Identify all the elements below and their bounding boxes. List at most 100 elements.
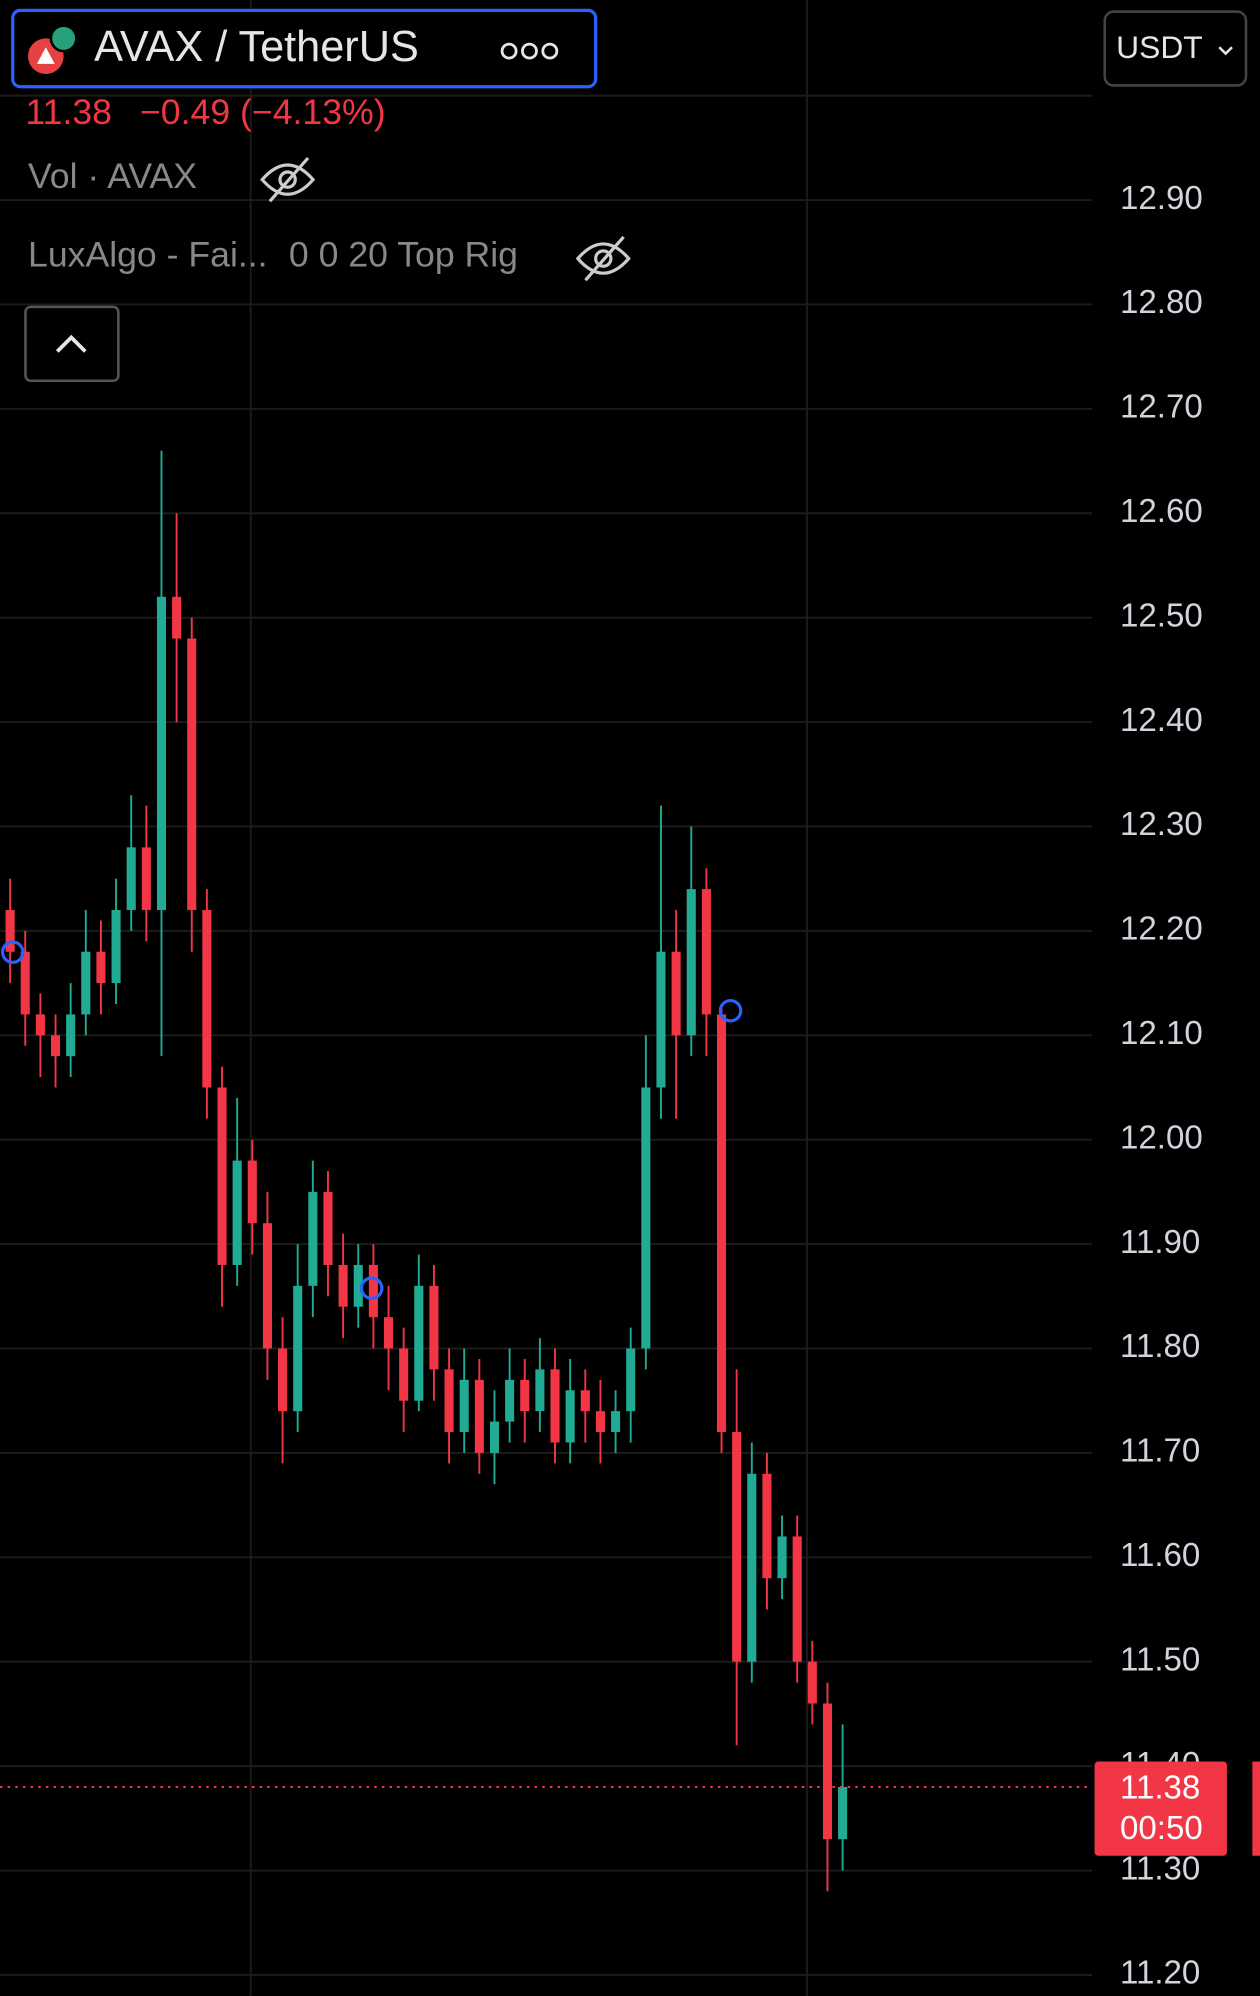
candle-body xyxy=(459,1379,469,1433)
y-tick-label: 11.70 xyxy=(1120,1433,1200,1470)
candle-body xyxy=(353,1264,363,1307)
y-tick-label: 11.20 xyxy=(1120,1955,1200,1992)
countdown-label: 00:50 xyxy=(1120,1810,1203,1847)
candle-body xyxy=(66,1014,76,1057)
candle-body xyxy=(232,1160,242,1265)
last-price-header: 11.38 xyxy=(25,92,112,132)
candle-body xyxy=(338,1264,348,1307)
candle-body xyxy=(414,1285,424,1401)
candle-body xyxy=(247,1160,257,1224)
last-price: 11.38 00:50 xyxy=(0,1761,1260,1856)
candle-body xyxy=(293,1285,303,1412)
menu-dot[interactable] xyxy=(521,42,538,60)
candle-body xyxy=(126,847,136,911)
candle-body xyxy=(111,909,121,984)
currency-button[interactable] xyxy=(1103,10,1248,87)
candle-body xyxy=(535,1369,545,1412)
candle-body xyxy=(822,1703,833,1840)
y-tick-label: 11.60 xyxy=(1120,1537,1200,1574)
hide-icon[interactable] xyxy=(260,156,316,203)
candle-body xyxy=(202,909,212,1088)
candle-body xyxy=(838,1787,848,1840)
candle-body xyxy=(278,1348,288,1412)
y-tick-label: 12.80 xyxy=(1120,284,1203,321)
price-axis: 11.2011.3011.4011.5011.6011.7011.8011.90… xyxy=(1120,75,1203,1992)
last-price-label: 11.38 xyxy=(1120,1769,1200,1806)
candle-body xyxy=(217,1087,227,1265)
candle-body xyxy=(35,1014,45,1036)
indicator-marker xyxy=(359,1276,384,1300)
candle-body xyxy=(611,1411,621,1433)
candle-body xyxy=(777,1536,787,1579)
candle-body xyxy=(762,1473,772,1579)
candle-body xyxy=(565,1390,575,1443)
menu-dot[interactable] xyxy=(541,42,559,60)
y-tick-label: 13.00 xyxy=(1120,75,1203,112)
volume-label: Vol · AVAX xyxy=(28,156,197,196)
candle-body xyxy=(50,1035,61,1057)
candle-body xyxy=(716,1014,727,1433)
symbol-title: AVAX / TetherUS xyxy=(94,23,419,71)
candles xyxy=(5,450,848,1892)
candle-body xyxy=(429,1285,439,1370)
collapse-button[interactable] xyxy=(24,305,120,382)
y-tick-label: 12.40 xyxy=(1120,702,1203,739)
candle-body xyxy=(383,1317,394,1349)
candle-body xyxy=(807,1661,817,1704)
grid xyxy=(0,94,1092,1976)
indicator-marker xyxy=(718,998,743,1023)
candle-body xyxy=(96,951,106,984)
y-tick-label: 12.00 xyxy=(1120,1119,1203,1156)
y-tick-label: 11.30 xyxy=(1120,1850,1200,1887)
text-fade xyxy=(538,229,571,286)
candle-body xyxy=(656,951,666,1088)
candle-body xyxy=(671,951,681,1036)
candle-body xyxy=(172,596,182,639)
indicator-params: 0 0 20 Top Rig xyxy=(289,235,518,275)
y-tick-label: 12.10 xyxy=(1120,1015,1203,1052)
price-change: −0.49 (−4.13%) xyxy=(140,92,386,132)
candle-body xyxy=(626,1348,636,1412)
candle-body xyxy=(489,1421,500,1453)
avax-icon-glyph xyxy=(36,47,55,64)
candle-body xyxy=(580,1390,590,1412)
indicator-name: LuxAlgo - Fai... xyxy=(28,235,268,275)
currency-label: USDT xyxy=(1116,29,1203,65)
last-price-tag xyxy=(1094,1761,1227,1856)
candle-body xyxy=(141,847,151,911)
tether-icon xyxy=(49,24,78,53)
dropdown-caret xyxy=(1218,46,1233,56)
candle-body xyxy=(368,1264,378,1318)
y-tick-label: 11.50 xyxy=(1120,1641,1200,1678)
edge-marker xyxy=(1252,1761,1260,1856)
y-tick-label: 12.90 xyxy=(1120,180,1203,217)
candle-body xyxy=(399,1348,409,1401)
candle-body xyxy=(262,1223,272,1349)
candle-body xyxy=(520,1379,530,1412)
candle-body xyxy=(323,1191,333,1265)
collapse-arrow xyxy=(55,334,87,353)
candle-body xyxy=(505,1379,515,1422)
symbol-box[interactable] xyxy=(11,8,598,89)
candle-body xyxy=(792,1536,802,1662)
candle-body xyxy=(308,1191,318,1286)
candle-body xyxy=(20,951,30,1015)
y-tick-label: 11.80 xyxy=(1120,1328,1200,1365)
y-tick-label: 12.30 xyxy=(1120,806,1203,843)
candle-body xyxy=(187,638,197,911)
hide-icon[interactable] xyxy=(575,235,631,282)
candle-body xyxy=(81,951,91,1015)
candle-body xyxy=(156,596,167,911)
candle-body xyxy=(686,889,696,1036)
candle-body xyxy=(595,1411,605,1433)
candle-body xyxy=(701,889,711,1015)
y-tick-label: 12.60 xyxy=(1120,493,1203,530)
y-tick-label: 12.20 xyxy=(1120,911,1203,948)
menu-dot[interactable] xyxy=(500,42,518,60)
candle-body xyxy=(474,1379,484,1453)
candle-body xyxy=(732,1432,742,1662)
candle-body xyxy=(747,1473,757,1662)
candle-body xyxy=(550,1369,560,1443)
